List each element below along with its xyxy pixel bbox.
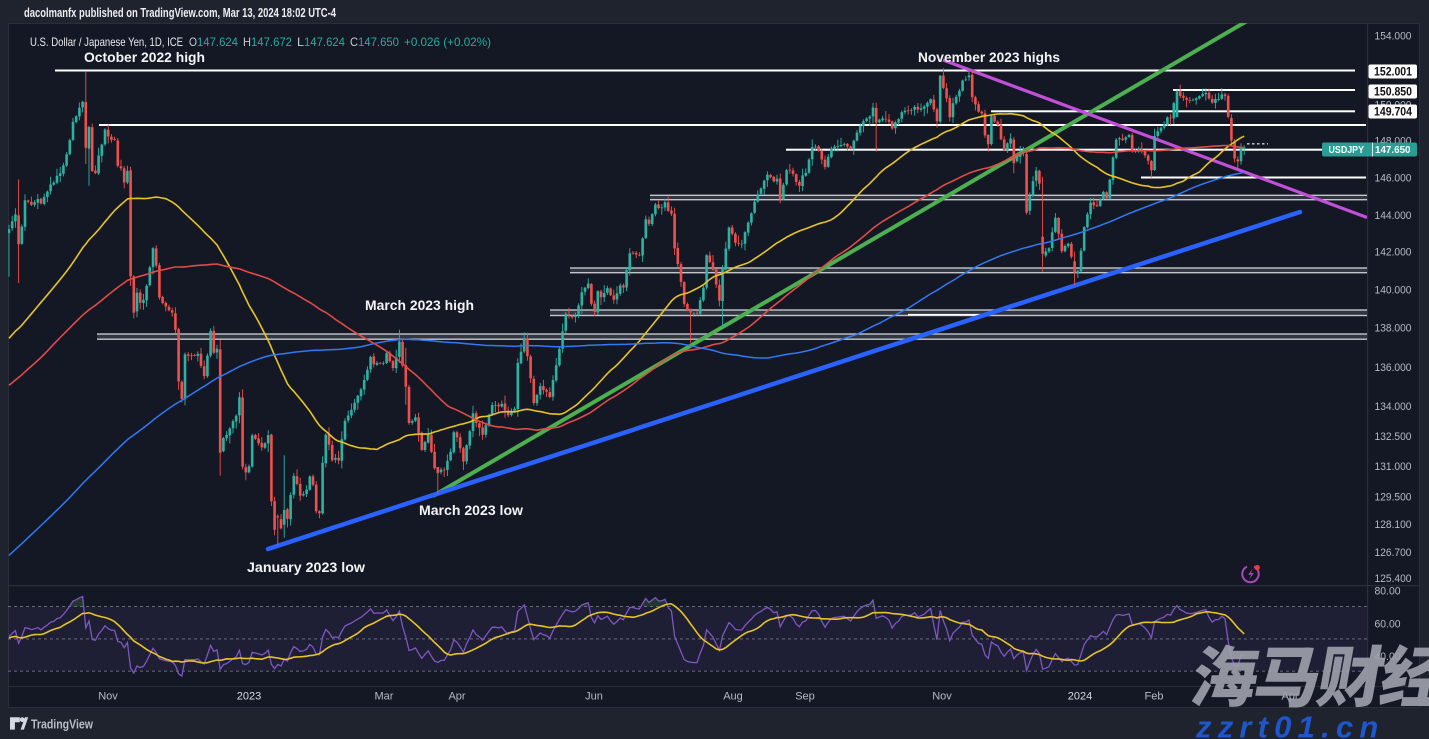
svg-text:Aug: Aug xyxy=(723,691,743,703)
svg-text:March 2023 low: March 2023 low xyxy=(419,503,524,518)
svg-text:U.S. Dollar / Japanese Yen, 1D: U.S. Dollar / Japanese Yen, 1D, ICE xyxy=(30,35,183,49)
svg-text:147.650: 147.650 xyxy=(1375,144,1411,156)
svg-text:Nov: Nov xyxy=(98,691,118,703)
svg-text:132.500: 132.500 xyxy=(1375,431,1412,443)
svg-text:Mar: Mar xyxy=(375,691,394,703)
svg-text:60.00: 60.00 xyxy=(1375,619,1401,631)
svg-text:2023: 2023 xyxy=(237,691,261,703)
svg-text:128.100: 128.100 xyxy=(1375,519,1412,531)
svg-text:138.000: 138.000 xyxy=(1375,322,1412,334)
svg-text:January 2023 low: January 2023 low xyxy=(247,560,366,575)
svg-text:152.001: 152.001 xyxy=(1374,67,1413,79)
svg-text:Nov: Nov xyxy=(932,691,952,703)
svg-text:147.624: 147.624 xyxy=(304,35,345,49)
svg-text:144.000: 144.000 xyxy=(1375,210,1412,222)
svg-text:150.850: 150.850 xyxy=(1374,87,1412,99)
svg-text:C: C xyxy=(350,35,358,49)
svg-text:Apr: Apr xyxy=(448,691,465,703)
svg-text:L: L xyxy=(297,35,304,49)
svg-text:Feb: Feb xyxy=(1145,691,1164,703)
svg-text:October 2022 high: October 2022 high xyxy=(84,50,205,65)
svg-text:147.624: 147.624 xyxy=(197,35,238,49)
svg-text:149.704: 149.704 xyxy=(1374,107,1413,119)
svg-text:136.000: 136.000 xyxy=(1375,362,1412,374)
svg-text:140.000: 140.000 xyxy=(1375,285,1412,297)
svg-text:129.500: 129.500 xyxy=(1375,492,1412,504)
svg-text:Sep: Sep xyxy=(795,691,815,703)
svg-text:131.000: 131.000 xyxy=(1375,461,1412,473)
svg-text:125.400: 125.400 xyxy=(1375,573,1412,585)
svg-text:+0.026 (+0.02%): +0.026 (+0.02%) xyxy=(404,35,491,49)
svg-text:142.000: 142.000 xyxy=(1375,247,1412,259)
svg-text:134.000: 134.000 xyxy=(1375,401,1412,413)
svg-text:147.650: 147.650 xyxy=(358,35,399,49)
svg-text:146.000: 146.000 xyxy=(1375,173,1412,185)
svg-text:147.672: 147.672 xyxy=(251,35,292,49)
svg-text:2024: 2024 xyxy=(1068,691,1092,703)
svg-text:November 2023 highs: November 2023 highs xyxy=(918,50,1060,65)
svg-text:zzrt01.cn: zzrt01.cn xyxy=(1195,710,1384,739)
svg-text:O: O xyxy=(189,35,197,49)
svg-text:H: H xyxy=(243,35,251,49)
svg-text:Jun: Jun xyxy=(585,691,603,703)
svg-text:126.700: 126.700 xyxy=(1375,547,1412,559)
svg-text:TradingView: TradingView xyxy=(31,718,93,732)
svg-text:154.000: 154.000 xyxy=(1375,30,1412,42)
svg-text:March 2023 high: March 2023 high xyxy=(365,298,474,313)
svg-text:80.00: 80.00 xyxy=(1375,586,1401,598)
svg-text:USDJPY: USDJPY xyxy=(1329,144,1365,156)
svg-text:dacolmanfx published on Tradin: dacolmanfx published on TradingView.com,… xyxy=(24,6,336,20)
